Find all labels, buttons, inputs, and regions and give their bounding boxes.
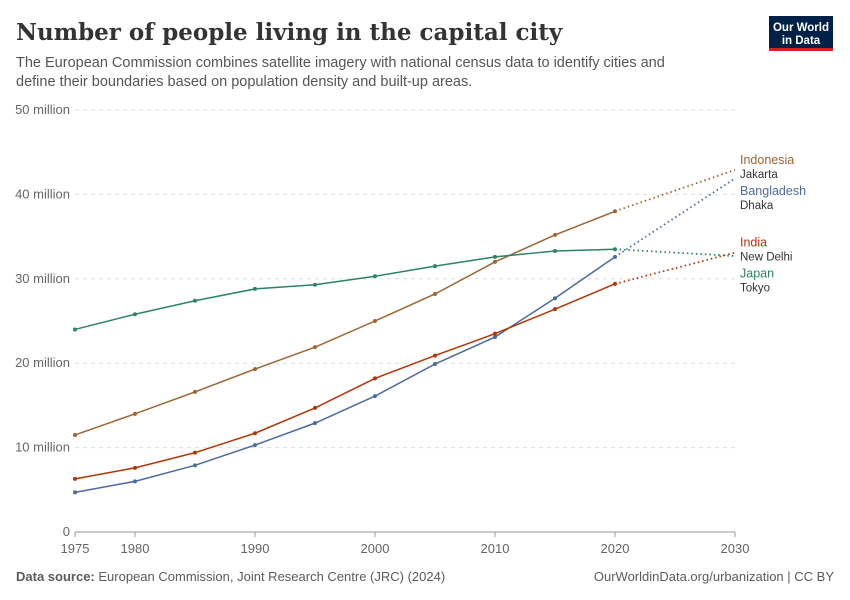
y-tick-label: 50 million [15,102,70,117]
data-point [253,367,257,372]
data-point [253,443,257,448]
projection-line [614,169,736,213]
data-point [133,479,137,484]
data-point [313,282,317,287]
data-point [73,327,77,332]
y-tick-label: 0 [63,524,70,539]
data-point [553,296,557,301]
logo-bg [769,16,833,50]
legend-city: Tokyo [740,283,770,295]
data-point [193,463,197,468]
data-point [553,307,557,312]
x-tick-label: 2000 [361,541,390,556]
data-point [613,281,617,286]
series-line [74,256,616,494]
chart-title: Number of people living in the capital c… [16,19,563,46]
data-point [553,232,557,237]
data-point [133,411,137,416]
data-point [433,291,437,296]
data-point [133,465,137,470]
data-point [373,394,377,399]
y-tick-label: 10 million [15,440,70,455]
legend-label: India [740,236,767,250]
legend-city: Jakarta [740,169,778,181]
x-tick-label: 1975 [61,541,90,556]
data-point [253,286,257,291]
data-point [613,247,617,252]
legend-label: Japan [740,267,774,281]
data-point [133,312,137,317]
data-point [193,389,197,394]
x-tick-label: 1990 [241,541,270,556]
x-tick-label: 1980 [121,541,150,556]
data-point [493,331,497,336]
data-point [373,274,377,279]
data-point [493,259,497,264]
x-tick-label: 2020 [601,541,630,556]
y-tick-label: 40 million [15,186,70,201]
y-tick-label: 20 million [15,355,70,370]
data-point [433,362,437,367]
source[interactable]: European Commission, Joint Research Cent… [98,569,445,584]
data-point [613,209,617,214]
logo-text[interactable]: in Data [782,35,821,47]
data-point [253,431,257,436]
data-point [313,345,317,350]
data-point [193,298,197,303]
chart-subtitle: The European Commission combines satelli… [16,55,665,90]
data-point [193,450,197,455]
x-tick-label: 2010 [481,541,510,556]
data-point [73,432,77,437]
data-point [73,490,77,495]
series-line [74,210,616,436]
data-point [313,405,317,410]
series-line [74,283,616,480]
legend-city: New Delhi [740,252,792,264]
data-point [553,248,557,253]
data-point [373,376,377,381]
data-point [433,353,437,358]
logo-bar [769,48,833,51]
x-tick-label: 2030 [721,541,750,556]
data-point [73,476,77,481]
data-point [313,421,317,426]
projection-line [614,177,736,258]
y-tick-label: 30 million [15,271,70,286]
data-point [613,254,617,259]
data-point [493,335,497,340]
data-point [493,254,497,259]
legend-label: Bangladesh [740,184,806,198]
logo-text[interactable]: Our World [773,22,829,34]
projection-line [614,248,736,257]
legend-label: Indonesia [740,153,794,167]
data-point [433,264,437,269]
source-label: Data source: [16,569,95,584]
series-line [74,248,616,331]
credit[interactable]: OurWorldinData.org/urbanization | CC BY [594,569,834,584]
footer: Data source: European Commission, Joint … [16,569,445,584]
legend-city: Dhaka [740,200,774,212]
data-point [373,319,377,323]
